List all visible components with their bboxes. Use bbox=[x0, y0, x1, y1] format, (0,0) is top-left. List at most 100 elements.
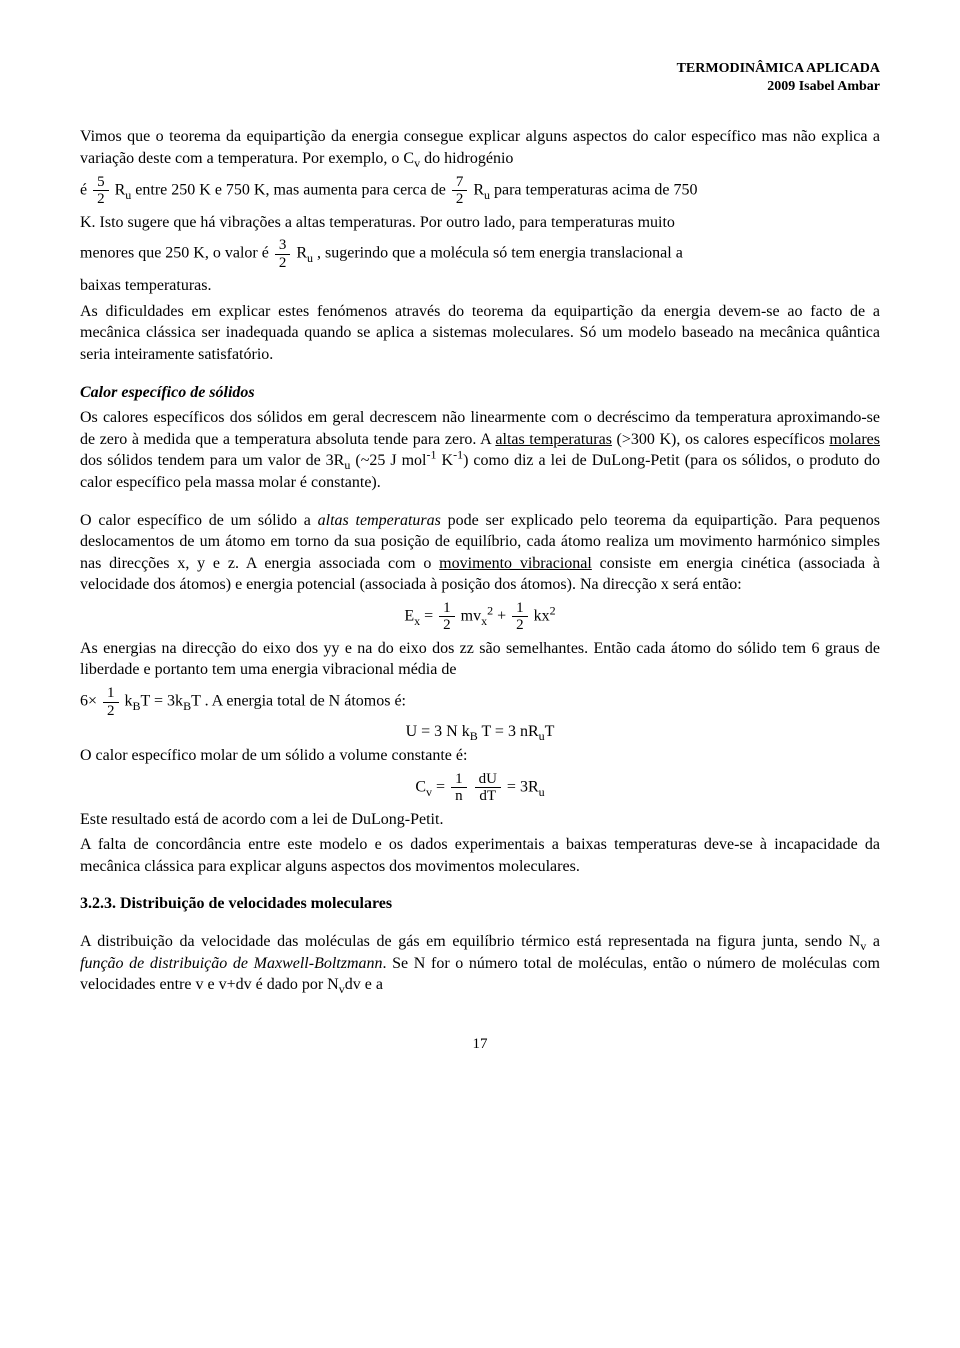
frac-3-2: 3 2 bbox=[275, 237, 291, 271]
para-3: K. Isto sugere que há vibrações a altas … bbox=[80, 212, 880, 234]
eq1-sub-x: x bbox=[414, 614, 420, 628]
sec1-para-5: O calor específico molar de um sólido a … bbox=[80, 745, 880, 767]
equation-cv: Cv = 1 n dU dT = 3Ru bbox=[80, 771, 880, 805]
sec1-p2a: O calor específico de um sólido a bbox=[80, 512, 318, 529]
frac-1-n-num: 1 bbox=[451, 771, 467, 789]
sec1-p7: A falta de concordância entre este model… bbox=[80, 836, 880, 875]
para-intro: Vimos que o teorema da equipartição da e… bbox=[80, 126, 880, 169]
frac-5-2-num: 5 bbox=[93, 174, 109, 192]
sec1-p1e: K bbox=[437, 452, 454, 469]
frac-7-2: 7 2 bbox=[452, 174, 468, 208]
para-frac-1: é 5 2 Ru entre 250 K e 750 K, mas aument… bbox=[80, 174, 880, 208]
eq1-lhs: E bbox=[404, 608, 414, 625]
frac2-pre: menores que 250 K, o valor é bbox=[80, 245, 273, 262]
frac-du-dt-num: dU bbox=[475, 771, 501, 789]
sec1-para-3: As energias na direcção do eixo dos yy e… bbox=[80, 638, 880, 681]
ru-3-sub: u bbox=[307, 251, 313, 265]
eq1-mv-sup: 2 bbox=[487, 603, 493, 617]
sec2-p1i: função de distribuição de Maxwell-Boltzm… bbox=[80, 955, 383, 972]
header-line-2: 2009 Isabel Ambar bbox=[80, 78, 880, 96]
para-3-text: K. Isto sugere que há vibrações a altas … bbox=[80, 214, 675, 231]
ru-2-sub: u bbox=[484, 187, 490, 201]
para-6-text: As dificuldades em explicar estes fenóme… bbox=[80, 303, 880, 363]
eq1-kx-sup: 2 bbox=[550, 603, 556, 617]
eq3-sub-v: v bbox=[426, 785, 432, 799]
section-1-title-text: Calor específico de sólidos bbox=[80, 384, 255, 401]
sec1-para-2: O calor específico de um sólido a altas … bbox=[80, 510, 880, 596]
eq2-c: T bbox=[545, 723, 555, 740]
frac-1-2-a-den: 2 bbox=[439, 617, 455, 634]
sec2-p1a: A distribuição da velocidade das molécul… bbox=[80, 933, 860, 950]
para-6: As dificuldades em explicar estes fenóme… bbox=[80, 301, 880, 366]
kBT-sub1: B bbox=[133, 699, 141, 713]
intro-text-b: do hidrogénio bbox=[420, 150, 513, 167]
kBT-T1: T bbox=[141, 693, 150, 710]
sec1-p1-u2: molares bbox=[829, 431, 880, 448]
equation-ex: Ex = 1 2 mvx2 + 1 2 kx2 bbox=[80, 600, 880, 634]
ru-3: R bbox=[296, 245, 307, 262]
eq2-a: U = 3 N k bbox=[406, 723, 470, 740]
frac-3-2-num: 3 bbox=[275, 237, 291, 255]
sec2-p1d: dv e a bbox=[345, 976, 383, 993]
ru-2: R bbox=[473, 181, 484, 198]
frac-1-2-c: 1 2 bbox=[103, 685, 119, 719]
frac-5-2-den: 2 bbox=[93, 191, 109, 208]
kBT-T2: T bbox=[191, 693, 200, 710]
sec1-para-1: Os calores específicos dos sólidos em ge… bbox=[80, 407, 880, 493]
frac1-pre: é bbox=[80, 181, 91, 198]
frac-3-2-den: 2 bbox=[275, 255, 291, 272]
sec1-p1d: (~25 J mol bbox=[350, 452, 426, 469]
sec1-p5: O calor específico molar de um sólido a … bbox=[80, 747, 467, 764]
sec2-p1b: a bbox=[866, 933, 880, 950]
sec1-p1b: (>300 K), os calores específicos bbox=[612, 431, 829, 448]
sec1-p2-u: movimento vibracional bbox=[439, 555, 592, 572]
section-2-title-text: 3.2.3. Distribuição de velocidades molec… bbox=[80, 895, 392, 912]
frac-1-2-b-num: 1 bbox=[512, 600, 528, 618]
frac2-post: , sugerindo que a molécula só tem energi… bbox=[317, 245, 683, 262]
eq2-sub-b: B bbox=[470, 729, 478, 743]
kBT-a: k bbox=[125, 693, 133, 710]
para-5-text: baixas temperaturas. bbox=[80, 277, 212, 294]
frac-5-2: 5 2 bbox=[93, 174, 109, 208]
sec1-p1-sup2: -1 bbox=[453, 448, 463, 462]
frac-1-2-b-den: 2 bbox=[512, 617, 528, 634]
sec2-para-1: A distribuição da velocidade das molécul… bbox=[80, 931, 880, 996]
frac-1-2-a-num: 1 bbox=[439, 600, 455, 618]
eq1-kx: kx bbox=[534, 608, 550, 625]
ru-1-sub: u bbox=[125, 187, 131, 201]
sec1-para-6: Este resultado está de acordo com a lei … bbox=[80, 809, 880, 831]
sec1-p2-i: altas temperaturas bbox=[318, 512, 441, 529]
frac-1-2-a: 1 2 bbox=[439, 600, 455, 634]
frac1-post: para temperaturas acima de 750 bbox=[494, 181, 697, 198]
sec1-p6: Este resultado está de acordo com a lei … bbox=[80, 811, 443, 828]
frac-du-dt: dU dT bbox=[475, 771, 501, 805]
header-line-1: TERMODINÂMICA APLICADA bbox=[80, 60, 880, 78]
page-number-value: 17 bbox=[473, 1036, 488, 1052]
frac-1-2-b: 1 2 bbox=[512, 600, 528, 634]
frac1-mid: entre 250 K e 750 K, mas aumenta para ce… bbox=[135, 181, 450, 198]
frac-1-2-c-den: 2 bbox=[103, 703, 119, 720]
sec1-p1-sup1: -1 bbox=[427, 448, 437, 462]
frac-7-2-den: 2 bbox=[452, 191, 468, 208]
eq3-sub-u: u bbox=[539, 785, 545, 799]
frac-1-2-c-num: 1 bbox=[103, 685, 119, 703]
eq1-mv: mv bbox=[461, 608, 481, 625]
sec1-para-4: 6× 1 2 kBT = 3kBT . A energia total de N… bbox=[80, 685, 880, 719]
section-1-title: Calor específico de sólidos bbox=[80, 382, 880, 404]
eq3-rhs: = 3R bbox=[507, 778, 539, 795]
six: 6× bbox=[80, 693, 97, 710]
kBT-sub2: B bbox=[183, 699, 191, 713]
sec1-p1c: dos sólidos tendem para um valor de 3R bbox=[80, 452, 344, 469]
frac-1-n: 1 n bbox=[451, 771, 467, 805]
eq3-eq: = bbox=[436, 778, 449, 795]
page-number: 17 bbox=[80, 1036, 880, 1053]
para-5: baixas temperaturas. bbox=[80, 275, 880, 297]
sec1-p3a: As energias na direcção do eixo dos yy e… bbox=[80, 640, 880, 679]
frac-1-n-den: n bbox=[451, 788, 467, 805]
frac-du-dt-den: dT bbox=[475, 788, 501, 805]
sec1-p4a: . A energia total de N átomos é: bbox=[205, 693, 406, 710]
sec1-para-7: A falta de concordância entre este model… bbox=[80, 834, 880, 877]
eq2-b: T = 3 nR bbox=[478, 723, 539, 740]
frac-7-2-num: 7 bbox=[452, 174, 468, 192]
page-header: TERMODINÂMICA APLICADA 2009 Isabel Ambar bbox=[80, 60, 880, 96]
